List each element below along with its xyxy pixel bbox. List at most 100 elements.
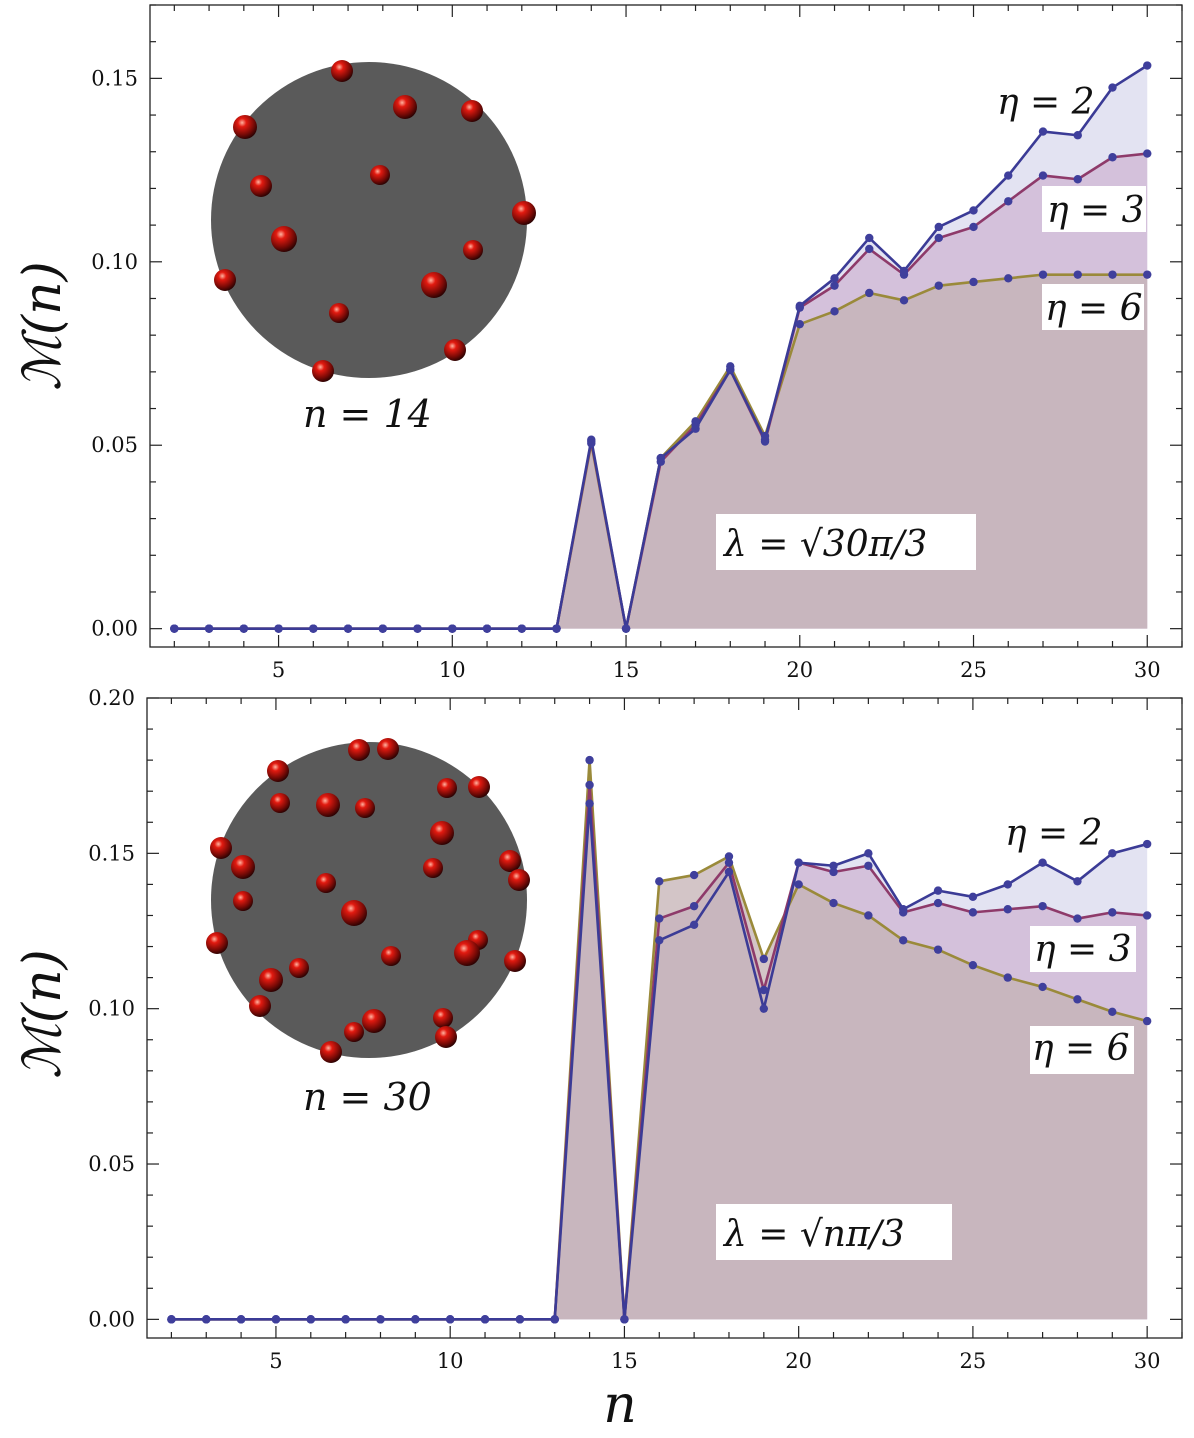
- data-point-s1-x17: [689, 901, 699, 911]
- top-eta3-box: [1042, 186, 1146, 232]
- data-point-s2-x11: [482, 624, 492, 633]
- data-point-s1-x25: [969, 222, 978, 232]
- data-point-s2-x28: [1073, 995, 1082, 1004]
- data-point-s2-x24: [933, 945, 943, 954]
- top-eta2-label: η = 2: [997, 82, 1095, 123]
- data-point-s2-x29: [1108, 270, 1117, 279]
- data-point-s2-x11: [480, 1315, 490, 1324]
- data-point-s2-x22: [864, 911, 873, 920]
- data-point-s0-x25: [968, 892, 978, 902]
- data-point-s2-x30: [1143, 270, 1152, 279]
- data-point-s1-x18: [724, 858, 734, 867]
- data-point-s1-x21: [829, 867, 838, 877]
- top-lambda-box: [716, 514, 976, 570]
- data-point-s1-x30: [1142, 911, 1152, 920]
- data-point-s2-x30: [1142, 1016, 1152, 1026]
- data-point-s2-x6: [309, 624, 318, 633]
- bottom-chart-areas: [171, 760, 1148, 1320]
- data-point-s2-x2: [170, 624, 179, 633]
- data-point-s2-x26: [1003, 973, 1012, 982]
- data-point-s2-x23: [899, 296, 909, 305]
- data-point-s2-x17: [689, 870, 699, 880]
- data-point-s0-x14: [585, 799, 594, 808]
- data-point-s1-x27: [1038, 171, 1048, 180]
- data-point-s2-x2: [167, 1315, 176, 1324]
- bottom-eta2-label: η = 2: [1005, 813, 1103, 854]
- data-point-s1-x28: [1073, 175, 1082, 184]
- data-point-s2-x4: [236, 1315, 246, 1324]
- data-point-s0-x29: [1108, 83, 1117, 92]
- data-point-s2-x4: [239, 624, 249, 633]
- y-tick-label: 0.05: [91, 433, 138, 457]
- y-tick-label: 0.00: [91, 617, 138, 641]
- data-point-s0-x27: [1038, 127, 1048, 136]
- data-point-s0-x27: [1038, 858, 1047, 867]
- data-point-s1-x26: [1004, 197, 1013, 206]
- data-point-s2-x24: [934, 281, 943, 290]
- data-point-s2-x25: [968, 960, 978, 970]
- data-point-s2-x10: [445, 1315, 455, 1324]
- data-point-s2-x16: [656, 453, 665, 463]
- top-lambda-label: λ = √30π/3: [722, 524, 927, 565]
- data-point-s0-x18: [724, 867, 734, 877]
- top-inset-label: n = 14: [303, 392, 432, 436]
- data-point-s2-x3: [204, 624, 214, 633]
- top-eta6-box: [1042, 284, 1144, 330]
- data-point-s2-x12: [517, 624, 526, 633]
- top-inset-disc: [211, 60, 536, 382]
- x-tick-label: 25: [960, 1349, 987, 1373]
- data-point-s0-x28: [1073, 131, 1082, 140]
- data-point-s0-x21: [830, 274, 839, 283]
- data-point-s1-x22: [865, 244, 874, 254]
- top-eta2-box: [990, 78, 1080, 124]
- x-tick-label: 5: [269, 1349, 282, 1373]
- data-point-s1-x20: [794, 858, 803, 867]
- x-tick-label: 25: [960, 658, 987, 682]
- data-point-s2-x23: [899, 936, 908, 945]
- data-point-s2-x13: [550, 1315, 559, 1324]
- top-y-axis-title: ℳ(n): [13, 261, 73, 391]
- data-point-s1-x29: [1108, 153, 1117, 162]
- data-point-s2-x5: [274, 624, 283, 633]
- inset-particles: [214, 60, 536, 382]
- data-point-s2-x27: [1038, 982, 1047, 992]
- data-point-s0-x30: [1142, 839, 1152, 849]
- y-tick-label: 0.05: [88, 1152, 135, 1176]
- x-tick-label: 20: [786, 658, 813, 682]
- data-point-s1-x26: [1003, 905, 1012, 914]
- data-point-s1-x23: [899, 908, 908, 917]
- top-eta3-label: η = 3: [1047, 190, 1145, 231]
- data-point-s2-x29: [1108, 1007, 1117, 1016]
- top-chart-ticks: 5 10 15 20 25 30 0.00 0.05 0.10 0.15: [91, 4, 1183, 682]
- data-point-s2-x15: [620, 1315, 629, 1324]
- bottom-eta3-box: [1030, 926, 1136, 972]
- data-point-s1-x16: [655, 914, 664, 923]
- data-point-s1-x20: [795, 303, 804, 312]
- top-chart-frame: [149, 4, 1183, 648]
- data-point-s2-x8: [376, 1315, 385, 1324]
- y-tick-label: 0.20: [88, 686, 135, 710]
- bottom-chart-frame: [146, 697, 1183, 1339]
- data-point-s2-x22: [865, 288, 874, 298]
- data-point-s2-x20: [794, 880, 803, 889]
- bottom-inset-disc: [206, 738, 530, 1063]
- bottom-chart-points: [167, 755, 1152, 1324]
- x-tick-label: 30: [1134, 1349, 1161, 1373]
- inset-particles: [206, 738, 530, 1063]
- inset-disc-shape: [211, 62, 527, 378]
- x-tick-label: 30: [1134, 658, 1161, 682]
- data-point-s2-x21: [830, 307, 839, 316]
- bottom-lambda-label: λ = √nπ/3: [722, 1214, 905, 1255]
- x-tick-label: 15: [611, 1349, 638, 1373]
- data-point-s2-x17: [691, 417, 700, 426]
- top-eta6-label: η = 6: [1045, 288, 1143, 329]
- data-point-s1-x22: [864, 861, 873, 870]
- data-point-s0-x30: [1143, 61, 1152, 70]
- data-point-s0-x24: [933, 886, 943, 895]
- x-tick-label: 10: [439, 658, 466, 682]
- data-point-s1-x23: [899, 270, 909, 279]
- data-point-s1-x19: [759, 985, 769, 995]
- data-point-s2-x15: [621, 624, 631, 633]
- data-point-s1-x24: [934, 233, 943, 243]
